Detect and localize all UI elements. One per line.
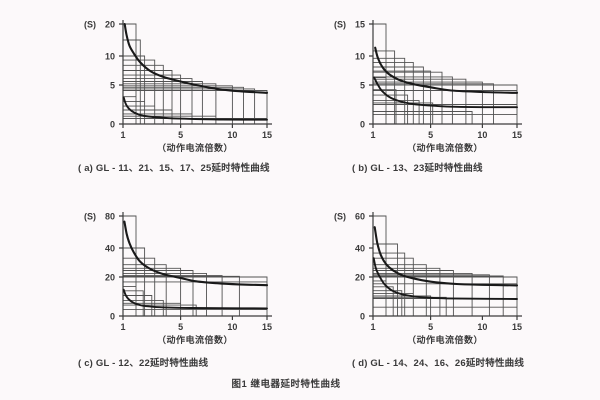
y-tick-label: 60 <box>355 212 365 222</box>
chart-d-caption: ( d) GL - 14、24、16、26延时特性曲线 <box>352 358 525 369</box>
x-tick-label: 15 <box>262 322 272 332</box>
y-tick-label: 80 <box>105 212 115 222</box>
x-tick-label: 15 <box>262 130 272 140</box>
x-axis-label: （动作电流倍数） <box>407 142 483 153</box>
y-tick-label: 40 <box>355 244 365 254</box>
y-tick-label: 40 <box>105 244 115 254</box>
upper-curve <box>123 22 269 94</box>
chart-c-caption: ( c) GL - 12、22延时特性曲线 <box>78 358 209 369</box>
x-tick-label: 10 <box>477 322 487 332</box>
x-axis-label: （动作电流倍数） <box>407 334 483 345</box>
x-tick-label: 1 <box>370 130 375 140</box>
chart-a-caption: ( a) GL - 11、21、15、17、25延时特性曲线 <box>78 163 270 174</box>
axes <box>369 212 522 320</box>
figure-caption: 图1 继电器延时特性曲线 <box>231 379 341 390</box>
x-tick-label: 15 <box>512 322 522 332</box>
y-tick-label: 5 <box>360 81 365 91</box>
step-grid <box>123 23 268 124</box>
lower-curve <box>122 96 268 121</box>
x-axis-label: （动作电流倍数） <box>157 142 233 153</box>
chart-d: 0 20 40 60 1 5 10 15 (S) （动作电流倍数） <box>322 200 534 346</box>
x-axis-label: （动作电流倍数） <box>157 334 233 345</box>
chart-a: 0 5 10 20 1 5 10 15 (S) （动作电流倍数） <box>72 8 284 154</box>
y-tick-label: 15 <box>355 20 365 30</box>
x-tick-label: 5 <box>428 130 433 140</box>
x-tick-label: 10 <box>227 322 237 332</box>
axes <box>119 20 272 128</box>
upper-curve <box>374 46 519 94</box>
y-unit-label: (S) <box>334 212 346 222</box>
x-tick-label: 10 <box>227 130 237 140</box>
y-tick-label: 10 <box>105 52 115 62</box>
axes <box>369 20 522 128</box>
lower-curve <box>122 288 268 310</box>
step-grid <box>373 23 518 124</box>
x-tick-label: 1 <box>120 130 125 140</box>
lower-curve <box>373 76 518 109</box>
chart-c: 0 20 40 80 1 5 10 15 (S) （动作电流倍数） <box>72 200 284 346</box>
y-tick-label: 5 <box>110 81 115 91</box>
y-unit-label: (S) <box>84 20 96 30</box>
y-tick-label: 0 <box>360 120 365 130</box>
y-unit-label: (S) <box>334 20 346 30</box>
chart-b: 0 5 10 15 1 5 10 15 (S) （动作电流倍数） <box>322 8 534 154</box>
y-tick-label: 10 <box>355 52 365 62</box>
upper-curve <box>123 220 269 287</box>
y-tick-label: 20 <box>105 273 115 283</box>
y-tick-label: 0 <box>360 312 365 322</box>
x-tick-label: 5 <box>178 322 183 332</box>
y-tick-label: 0 <box>110 120 115 130</box>
y-unit-label: (S) <box>84 212 96 222</box>
lower-curve <box>372 257 518 300</box>
x-tick-label: 15 <box>512 130 522 140</box>
y-tick-label: 20 <box>105 20 115 30</box>
y-tick-label: 20 <box>355 273 365 283</box>
step-grid <box>373 215 518 316</box>
y-tick-label: 0 <box>110 312 115 322</box>
upper-curve <box>373 226 519 287</box>
step-grid <box>123 215 268 316</box>
axes <box>119 212 272 320</box>
x-tick-label: 1 <box>120 322 125 332</box>
chart-b-caption: ( b) GL - 13、23延时特性曲线 <box>352 163 483 174</box>
x-tick-label: 1 <box>370 322 375 332</box>
x-tick-label: 10 <box>477 130 487 140</box>
x-tick-label: 5 <box>428 322 433 332</box>
x-tick-label: 5 <box>178 130 183 140</box>
